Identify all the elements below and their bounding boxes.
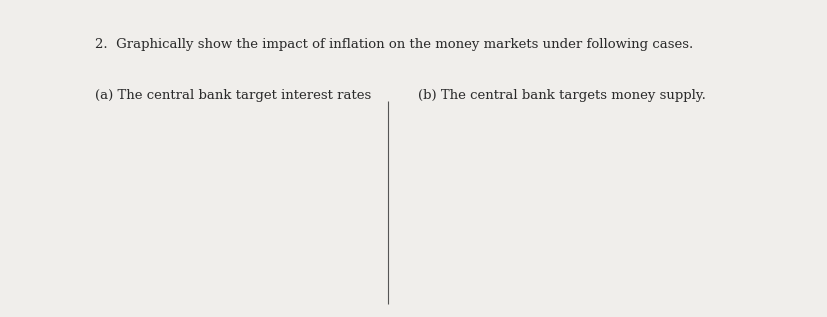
Text: (a) The central bank target interest rates: (a) The central bank target interest rat… <box>95 89 371 102</box>
Text: (b) The central bank targets money supply.: (b) The central bank targets money suppl… <box>418 89 705 102</box>
Text: 2.  Graphically show the impact of inflation on the money markets under followin: 2. Graphically show the impact of inflat… <box>95 38 693 51</box>
